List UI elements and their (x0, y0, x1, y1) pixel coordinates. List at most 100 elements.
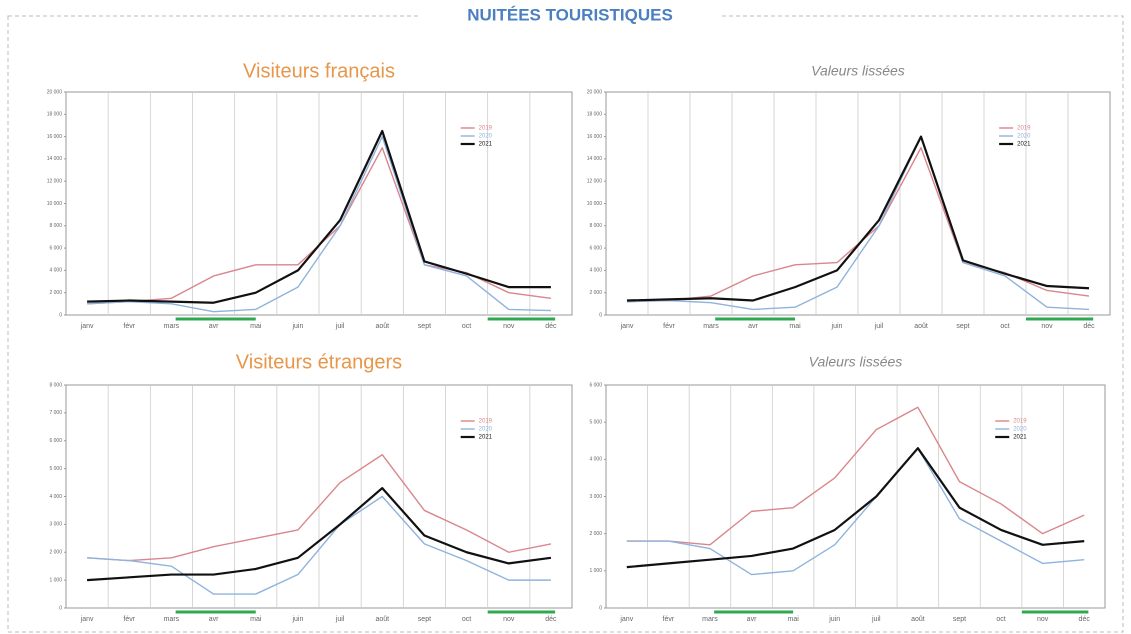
x-tick-label: févr (663, 616, 675, 623)
y-tick-label: 18 000 (587, 112, 603, 118)
legend-label: 2020 (1017, 134, 1031, 140)
chart-title: Valeurs lissées (811, 63, 905, 79)
y-tick-label: 10 000 (47, 201, 63, 207)
y-tick-label: 6 000 (589, 245, 602, 251)
y-tick-label: 10 000 (587, 201, 603, 207)
frame (7, 15, 1124, 633)
x-tick-label: sept (956, 323, 969, 330)
y-tick-label: 18 000 (47, 112, 63, 118)
x-tick-label: juil (874, 323, 884, 330)
series-line (626, 135, 1090, 302)
x-tick-label: nov (1041, 323, 1053, 330)
legend-label: 2021 (479, 142, 493, 148)
x-tick-label: juil (871, 616, 881, 623)
x-tick-label: févr (123, 323, 135, 330)
y-tick-label: 4 000 (589, 268, 602, 274)
chart-title: Valeurs lissées (809, 354, 903, 370)
x-tick-label: juin (828, 616, 840, 623)
y-tick-label: 12 000 (587, 179, 603, 185)
x-tick-label: janv (620, 323, 634, 330)
x-tick-label: juil (335, 323, 345, 330)
x-tick-label: oct (462, 616, 471, 623)
x-tick-label: mai (789, 323, 801, 330)
y-tick-label: 4 000 (49, 268, 62, 274)
y-tick-label: 5 000 (49, 466, 62, 472)
x-tick-label: juil (335, 616, 345, 623)
x-tick-label: avr (209, 323, 219, 330)
y-tick-label: 4 000 (589, 457, 602, 463)
y-tick-label: 20 000 (587, 89, 603, 95)
x-tick-label: déc (545, 323, 557, 330)
x-tick-label: juin (291, 616, 303, 623)
y-tick-label: 4 000 (49, 494, 62, 500)
x-tick-label: mai (787, 616, 799, 623)
y-tick-label: 7 000 (49, 410, 62, 416)
y-tick-label: 6 000 (49, 245, 62, 251)
y-tick-label: 0 (59, 605, 62, 611)
header-bg (420, 4, 720, 28)
y-tick-label: 2 000 (589, 290, 602, 296)
y-tick-label: 8 000 (49, 223, 62, 229)
x-tick-label: oct (1000, 323, 1009, 330)
x-tick-label: juin (831, 323, 843, 330)
y-tick-label: 12 000 (47, 179, 63, 185)
x-tick-label: sept (418, 323, 431, 330)
y-tick-label: 2 000 (49, 550, 62, 556)
series-line (87, 495, 551, 595)
legend-label: 2020 (479, 427, 493, 433)
x-tick-label: juin (291, 323, 303, 330)
series-line (626, 447, 1085, 569)
x-tick-label: janv (619, 616, 633, 623)
legend-label: 2019 (1017, 126, 1031, 132)
legend-label: 2021 (1013, 435, 1027, 441)
x-tick-label: oct (996, 616, 1005, 623)
x-tick-label: mai (250, 323, 262, 330)
legend-label: 2019 (1013, 419, 1027, 425)
x-tick-label: mai (250, 616, 262, 623)
legend-label: 2019 (479, 126, 493, 132)
y-tick-label: 2 000 (589, 531, 602, 537)
y-tick-label: 14 000 (587, 156, 603, 162)
x-tick-label: nov (1037, 616, 1049, 623)
x-tick-label: août (914, 323, 928, 330)
x-tick-label: déc (1079, 616, 1091, 623)
series-line (87, 129, 551, 304)
x-tick-label: janv (80, 323, 94, 330)
y-tick-label: 16 000 (587, 134, 603, 140)
y-tick-label: 5 000 (589, 419, 602, 425)
legend-label: 2020 (479, 134, 493, 140)
series-line (87, 453, 552, 562)
chart-title: Visiteurs français (243, 60, 395, 82)
y-tick-label: 0 (59, 312, 62, 318)
series-line (626, 135, 1090, 311)
y-tick-label: 1 000 (49, 577, 62, 583)
x-tick-label: nov (503, 616, 515, 623)
y-tick-label: 6 000 (589, 382, 602, 388)
y-tick-label: 0 (599, 312, 602, 318)
x-tick-label: avr (748, 323, 758, 330)
x-tick-label: févr (663, 323, 675, 330)
y-tick-label: 8 000 (589, 223, 602, 229)
y-tick-label: 6 000 (49, 438, 62, 444)
x-tick-label: déc (1083, 323, 1095, 330)
chart-title: Visiteurs étrangers (236, 351, 402, 373)
y-tick-label: 14 000 (47, 156, 63, 162)
x-tick-label: nov (503, 323, 515, 330)
x-tick-label: avr (747, 616, 757, 623)
header-title: NUITÉES TOURISTIQUES (467, 5, 673, 24)
series-line (87, 487, 552, 582)
y-tick-label: 20 000 (47, 89, 63, 95)
y-tick-label: 2 000 (49, 290, 62, 296)
legend-label: 2021 (479, 435, 493, 441)
series-line (626, 406, 1085, 546)
x-tick-label: sept (418, 616, 431, 623)
y-tick-label: 1 000 (589, 568, 602, 574)
x-tick-label: janv (80, 616, 94, 623)
y-tick-label: 3 000 (49, 522, 62, 528)
x-tick-label: févr (123, 616, 135, 623)
x-tick-label: sept (953, 616, 966, 623)
series-line (626, 447, 1085, 576)
x-tick-label: oct (462, 323, 471, 330)
y-tick-label: 8 000 (49, 382, 62, 388)
